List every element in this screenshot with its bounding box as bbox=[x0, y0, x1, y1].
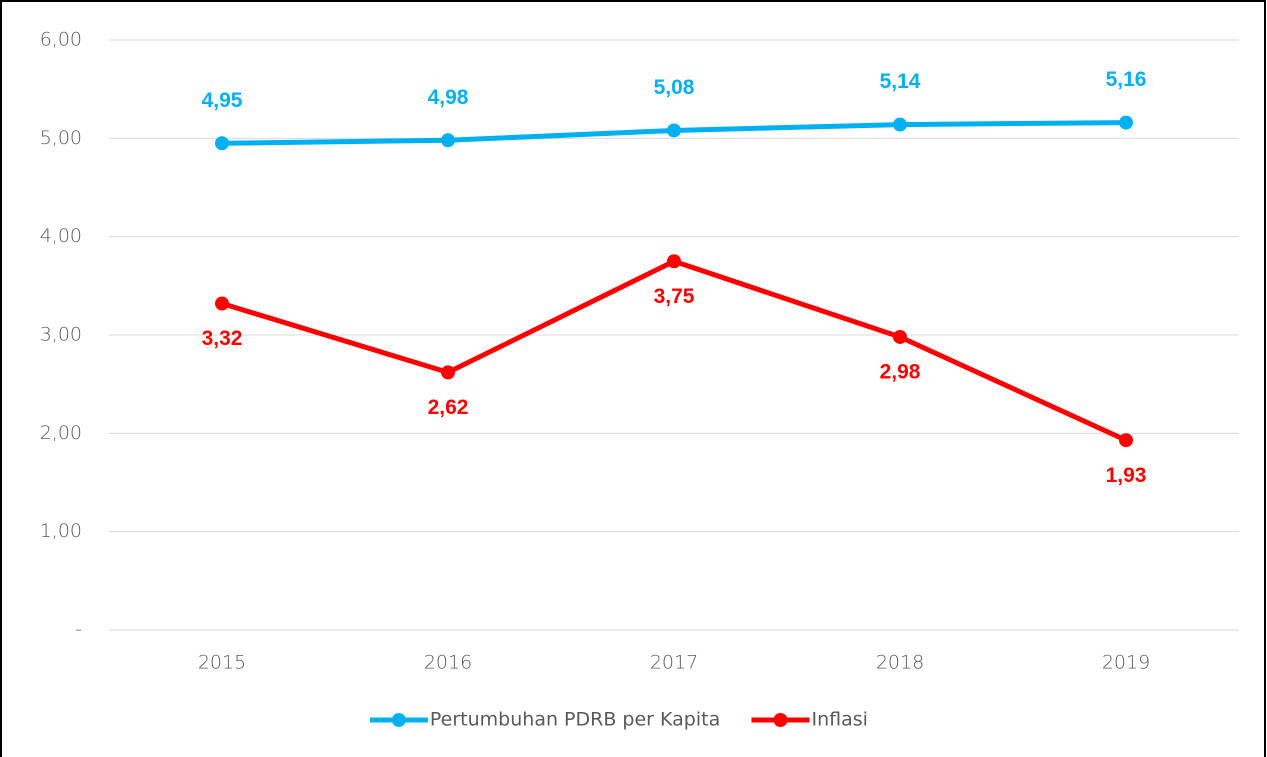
data-label: 5,14 bbox=[880, 70, 921, 93]
data-label: 2,98 bbox=[880, 361, 921, 384]
series-point bbox=[215, 296, 229, 311]
series-point bbox=[1119, 115, 1133, 130]
series-point bbox=[667, 254, 681, 269]
legend-marker bbox=[391, 713, 406, 727]
data-label: 4,98 bbox=[428, 86, 469, 109]
legend-label: Inflasi bbox=[812, 709, 868, 731]
x-tick-label: 2018 bbox=[876, 652, 924, 674]
series-point bbox=[1119, 433, 1133, 448]
data-label: 5,16 bbox=[1106, 68, 1147, 91]
y-tick-label: 4,00 bbox=[40, 225, 82, 247]
series-point bbox=[893, 117, 907, 132]
series-point bbox=[215, 136, 229, 151]
x-tick-label: 2017 bbox=[650, 652, 698, 674]
data-label: 4,95 bbox=[202, 89, 243, 112]
series-point bbox=[667, 123, 681, 138]
x-tick-label: 2019 bbox=[1102, 652, 1150, 674]
y-tick-label: 2,00 bbox=[40, 422, 82, 444]
data-label: 1,93 bbox=[1106, 464, 1147, 487]
y-tick-label: 3,00 bbox=[40, 324, 82, 346]
series-point bbox=[441, 133, 455, 148]
series-point bbox=[893, 329, 907, 344]
data-label: 5,08 bbox=[654, 76, 695, 99]
x-tick-label: 2016 bbox=[424, 652, 472, 674]
legend-label: Pertumbuhan PDRB per Kapita bbox=[430, 709, 720, 731]
x-tick-label: 2015 bbox=[198, 652, 246, 674]
y-tick-label: 1,00 bbox=[40, 520, 82, 542]
legend-marker bbox=[773, 713, 788, 727]
y-tick-label: - bbox=[75, 619, 82, 641]
data-label: 2,62 bbox=[428, 396, 469, 419]
series-point bbox=[441, 365, 455, 380]
y-tick-label: 6,00 bbox=[40, 29, 82, 51]
data-label: 3,32 bbox=[202, 327, 243, 350]
data-label: 3,75 bbox=[654, 285, 695, 308]
y-tick-label: 5,00 bbox=[40, 127, 82, 149]
